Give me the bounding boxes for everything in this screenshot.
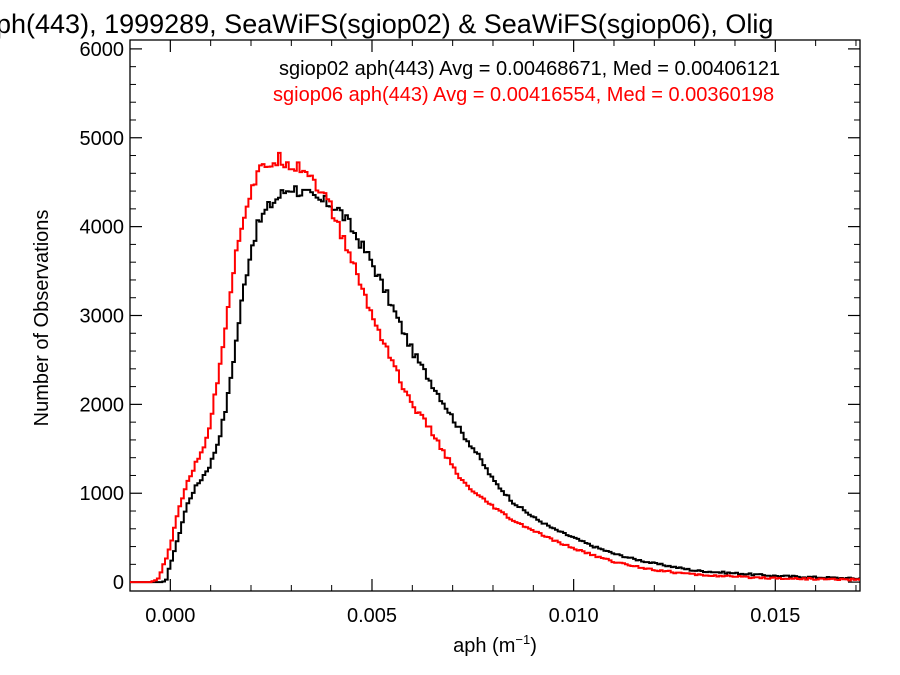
y-axis-label: Number of Observations: [31, 210, 53, 427]
y-tick-label: 5000: [80, 128, 125, 150]
y-tick-label: 1000: [80, 483, 125, 505]
x-tick-label: 0.005: [347, 605, 397, 627]
legend-entry-sgiop06: sgiop06 aph(443) Avg = 0.00416554, Med =…: [273, 84, 774, 106]
y-axis: 0 1000 2000 3000 4000 5000 6000: [80, 39, 860, 594]
x-axis-label: aph (m−1): [453, 632, 537, 657]
x-axis-label-base: aph (m: [453, 635, 515, 657]
y-tick-label: 4000: [80, 217, 125, 239]
x-axis: 0.000 0.005 0.010 0.015: [145, 40, 857, 627]
x-tick-label: 0.015: [750, 605, 800, 627]
x-tick-label: 0.010: [549, 605, 599, 627]
series-line-sgiop06: [130, 151, 860, 584]
x-axis-label-exponent: −1: [515, 632, 530, 647]
y-tick-label: 2000: [80, 394, 125, 416]
y-tick-label: 0: [113, 572, 124, 594]
y-tick-label: 3000: [80, 306, 125, 328]
x-tick-label: 0.000: [145, 605, 195, 627]
series-line-sgiop02: [130, 185, 860, 584]
y-tick-label: 6000: [80, 39, 125, 61]
series-layer: [130, 151, 860, 584]
chart-title: ph(443), 1999289, SeaWiFS(sgiop02) & Sea…: [0, 9, 773, 39]
legend-entry-sgiop02: sgiop02 aph(443) Avg = 0.00468671, Med =…: [279, 58, 780, 80]
x-axis-label-close: ): [530, 635, 537, 657]
